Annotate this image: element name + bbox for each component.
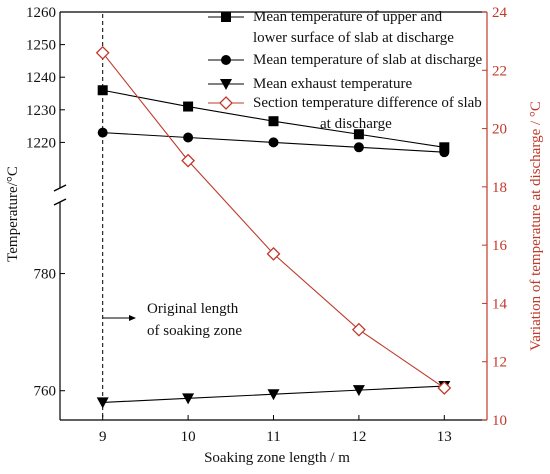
marker-square: [97, 85, 108, 96]
x-axis-title: Soaking zone length / m: [204, 450, 350, 466]
legend-label: Mean exhaust temperature: [253, 76, 412, 92]
y-left-tick-label: 1260: [26, 5, 56, 21]
legend-label: lower surface of slab at discharge: [253, 30, 454, 46]
marker-square: [221, 12, 231, 22]
y-left-tick-label: 1230: [26, 103, 56, 119]
y-axis-left-title: Temperature/°C: [5, 166, 21, 262]
series-4: [95, 45, 452, 395]
y-right-tick-label: 22: [492, 63, 507, 79]
y-right-tick-label: 20: [492, 122, 507, 138]
marker-circle: [221, 55, 231, 65]
marker-triangle: [220, 79, 232, 90]
marker-diamond: [95, 45, 110, 60]
marker-circle: [439, 147, 450, 158]
plot-frame: [53, 11, 488, 421]
marker-diamond: [181, 153, 196, 168]
marker-diamond: [219, 96, 233, 110]
marker-square: [268, 116, 279, 127]
marker-triangle: [352, 385, 365, 397]
annotation-arrow-head: [129, 315, 136, 321]
marker-circle: [268, 137, 279, 148]
x-tick-label: 9: [99, 429, 107, 445]
marker-square: [353, 129, 364, 140]
x-tick-label: 11: [266, 429, 280, 445]
annotation: Original length of soaking zone: [102, 301, 242, 339]
y-left-tick-label: 1250: [26, 38, 56, 54]
x-tick-label: 13: [437, 429, 452, 445]
axis-break-mark-1: [53, 184, 67, 192]
y-right-tick-label: 10: [492, 413, 507, 429]
y-left-tick-label: 780: [34, 267, 57, 283]
ticks-group: 9 10 11 12 13 1220 1230 1240 1250 1260 760 780 10 12 1…: [26, 5, 508, 445]
axis-break-mark-2: [53, 198, 67, 206]
y-right-tick-label: 16: [492, 238, 508, 254]
marker-triangle: [182, 393, 195, 405]
series-2: [97, 127, 450, 158]
marker-triangle: [96, 397, 109, 409]
x-tick-label: 10: [181, 429, 196, 445]
series-3: [96, 381, 451, 409]
marker-square: [183, 101, 194, 112]
y-right-tick-label: 24: [492, 5, 508, 21]
legend-label: Mean temperature of upper and: [253, 9, 443, 25]
marker-circle: [97, 127, 108, 138]
y-left-tick-label: 1240: [26, 70, 56, 86]
y-left-tick-label: 760: [34, 384, 57, 400]
marker-triangle: [267, 389, 280, 401]
annotation-label: of soaking zone: [147, 323, 242, 339]
legend-label: Section temperature difference of slab: [253, 95, 482, 111]
y-right-tick-label: 14: [492, 296, 508, 312]
y-right-tick-label: 12: [492, 355, 507, 371]
series-group: [95, 45, 452, 409]
y-left-tick-label: 1220: [26, 135, 56, 151]
legend-label: at discharge: [320, 116, 392, 132]
marker-diamond: [266, 246, 281, 261]
annotation-label: Original length: [147, 301, 239, 317]
y-axis-right-title: Variation of temperature at discharge / …: [528, 101, 544, 351]
marker-circle: [183, 132, 194, 143]
marker-diamond: [351, 322, 366, 337]
legend-label: Mean temperature of slab at discharge: [253, 52, 483, 68]
legend: Mean temperature of upper and lower surfa…: [208, 9, 483, 132]
x-tick-label: 12: [351, 429, 366, 445]
y-right-tick-label: 18: [492, 180, 507, 196]
marker-circle: [353, 142, 364, 153]
marker-diamond: [437, 381, 452, 395]
